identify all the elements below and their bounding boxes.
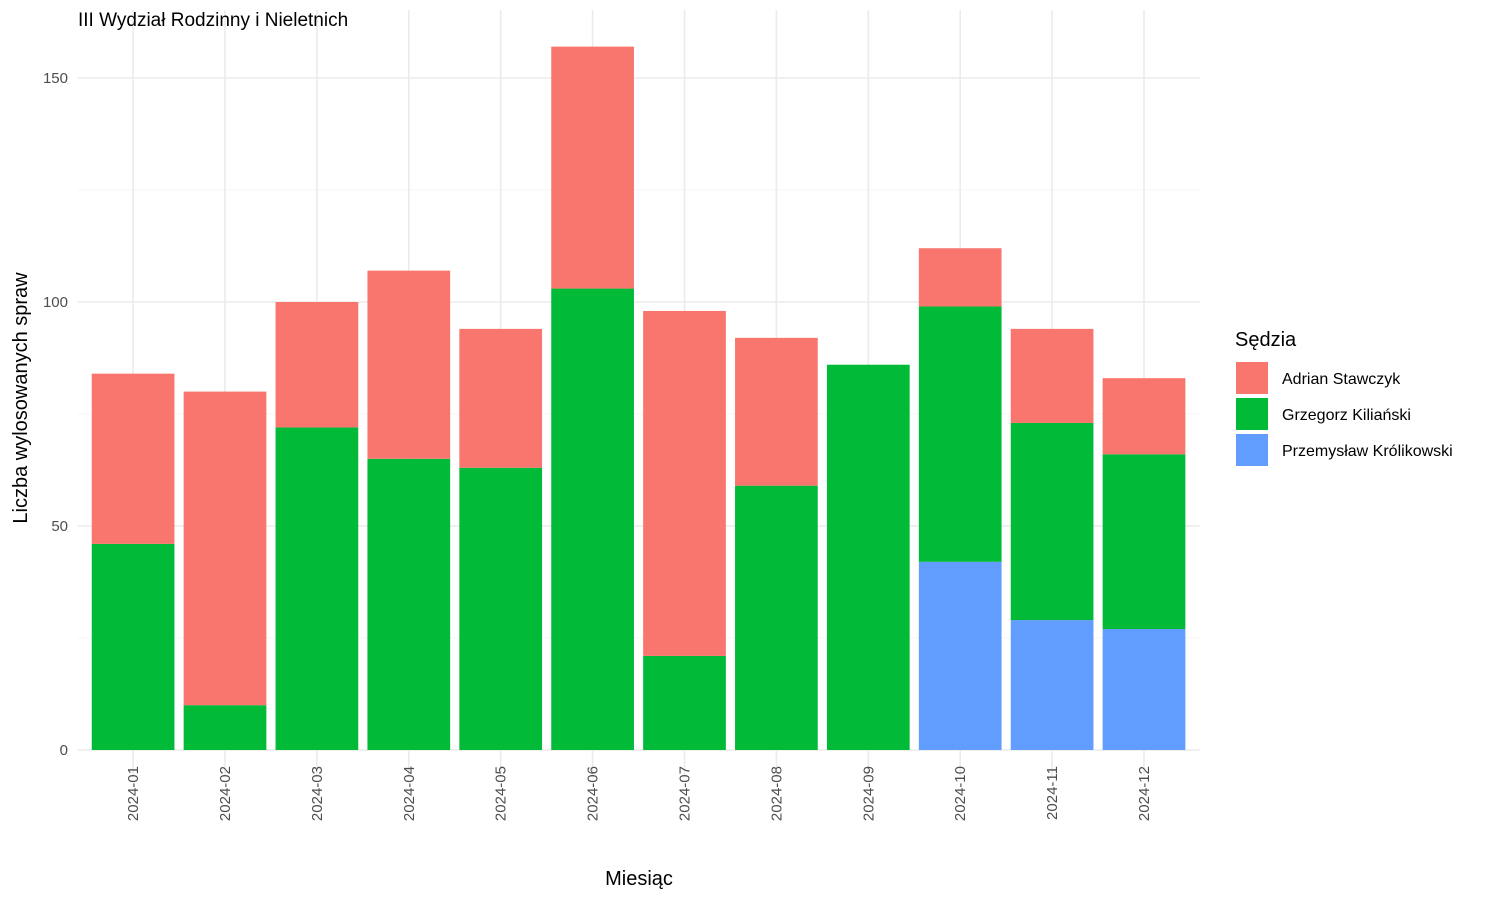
legend-label: Adrian Stawczyk <box>1282 371 1401 388</box>
legend-label: Przemysław Królikowski <box>1282 443 1453 460</box>
y-tick-label: 100 <box>43 294 68 311</box>
legend: Sędzia Adrian Stawczyk Grzegorz Kiliański… <box>1235 329 1453 466</box>
x-tick-label: 2024-06 <box>585 766 602 821</box>
bar-segment <box>275 302 359 428</box>
bar-segment <box>91 373 175 544</box>
x-tick-label: 2024-10 <box>952 766 969 821</box>
bar-segment <box>1010 328 1094 423</box>
bar-segment <box>1102 378 1186 455</box>
bar-segment <box>551 288 634 750</box>
bar-segment <box>1010 422 1094 621</box>
bar-segment <box>643 310 726 656</box>
x-tick-label: 2024-05 <box>493 766 510 821</box>
bar-segment <box>1010 620 1094 750</box>
legend-title: Sędzia <box>1235 329 1297 351</box>
x-tick-label: 2024-12 <box>1136 766 1153 821</box>
y-tick-label: 50 <box>51 518 68 535</box>
legend-swatch <box>1236 434 1268 466</box>
y-axis-ticks: 0 50 100 150 <box>43 70 68 759</box>
x-tick-label: 2024-09 <box>860 766 877 821</box>
x-tick-label: 2024-03 <box>309 766 326 821</box>
bar-segment <box>367 270 451 459</box>
bar-segment <box>275 427 359 750</box>
x-axis-ticks: 2024-01 2024-02 2024-03 2024-04 2024-05 2024-… <box>125 766 1153 821</box>
y-axis-title: Liczba wylosowanych spraw <box>10 272 32 524</box>
bar-segment <box>735 337 818 486</box>
bars <box>91 46 1186 750</box>
x-tick-label: 2024-08 <box>768 766 785 821</box>
bar-segment <box>643 655 726 750</box>
x-axis-title: Miesiąc <box>605 868 673 890</box>
x-tick-label: 2024-11 <box>1044 766 1061 820</box>
bar-segment <box>1102 629 1186 750</box>
bar-segment <box>918 248 1002 307</box>
chart-title: III Wydział Rodzinny i Nieletnich <box>78 10 348 31</box>
bar-segment <box>91 543 175 750</box>
x-tick-label: 2024-04 <box>401 766 418 821</box>
x-tick-label: 2024-02 <box>217 766 234 821</box>
bar-segment <box>735 485 818 750</box>
bar-segment <box>1102 454 1186 630</box>
y-tick-label: 0 <box>60 742 68 759</box>
bar-segment <box>459 328 543 468</box>
bar-segment <box>551 46 634 289</box>
y-tick-label: 150 <box>43 70 68 87</box>
legend-swatch <box>1236 362 1268 394</box>
x-tick-label: 2024-01 <box>125 766 142 821</box>
legend-label: Grzegorz Kiliański <box>1282 407 1411 424</box>
bar-segment <box>826 364 910 750</box>
bar-segment <box>918 306 1002 562</box>
bar-segment <box>367 458 451 750</box>
legend-swatch <box>1236 398 1268 430</box>
bar-segment <box>183 705 267 750</box>
bar-segment <box>183 391 267 706</box>
bar-segment <box>459 467 543 750</box>
bar-segment <box>918 561 1002 750</box>
x-tick-label: 2024-07 <box>677 766 694 821</box>
